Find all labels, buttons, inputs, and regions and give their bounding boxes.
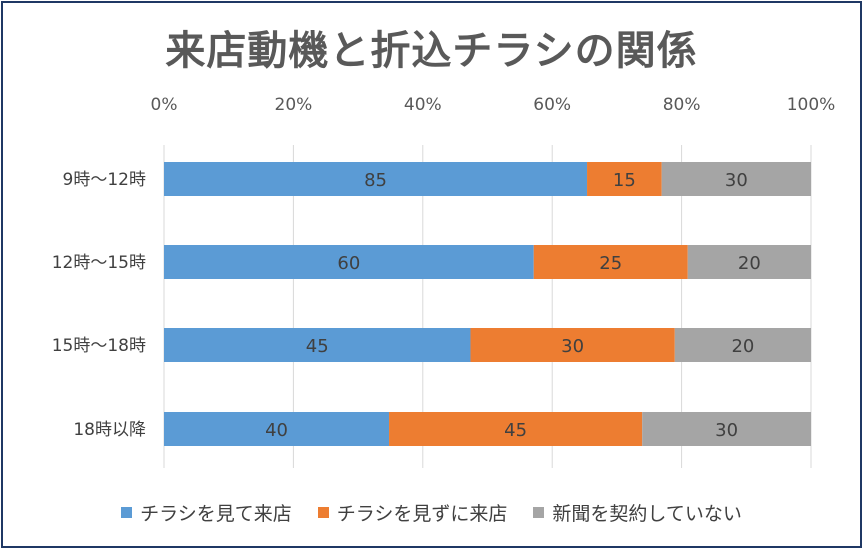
data-label: 30 [715, 420, 738, 441]
data-label: 85 [364, 170, 387, 191]
bar-segment [587, 162, 662, 196]
bar-segment [661, 162, 811, 196]
legend-label: 新聞を契約していない [552, 503, 742, 525]
data-label: 45 [504, 420, 527, 441]
bar-segment [674, 328, 811, 362]
bar-segment [164, 162, 588, 196]
x-tick-label: 60% [533, 95, 571, 115]
data-label: 25 [599, 253, 622, 274]
data-label: 60 [337, 253, 360, 274]
chart-title: 来店動機と折込チラシの関係 [165, 28, 698, 74]
bar-segment [533, 245, 688, 279]
legend-swatch [121, 507, 133, 518]
legend-item: チラシを見て来店 [121, 499, 292, 526]
data-label: 15 [613, 170, 636, 191]
legend: チラシを見て来店 チラシを見ずに来店 新聞を契約していない [0, 499, 863, 526]
x-tick-label: 40% [404, 95, 442, 115]
bar-segment [389, 412, 643, 446]
legend-label: チラシを見ずに来店 [336, 503, 508, 525]
category-label: 9時～12時 [63, 170, 146, 190]
category-label: 15時～18時 [52, 336, 146, 356]
legend-item: チラシを見ずに来店 [317, 499, 508, 526]
bar-segment [164, 245, 534, 279]
bar-segment [642, 412, 811, 446]
x-tick-label: 0% [151, 95, 178, 115]
legend-swatch [317, 507, 329, 518]
legend-label: チラシを見て来店 [140, 503, 292, 525]
data-label: 30 [561, 336, 584, 357]
data-label: 40 [265, 420, 288, 441]
category-label: 18時以降 [73, 420, 146, 440]
bar-segment [164, 328, 471, 362]
x-tick-label: 20% [275, 95, 313, 115]
bar-segment [687, 245, 811, 279]
data-label: 20 [738, 253, 761, 274]
legend-item: 新聞を契約していない [533, 499, 742, 526]
bar-segment [470, 328, 675, 362]
bar-segment [164, 412, 390, 446]
x-tick-label: 80% [663, 95, 701, 115]
x-tick-label: 100% [787, 95, 836, 115]
legend-swatch [533, 507, 545, 518]
category-label: 12時～15時 [52, 253, 146, 273]
data-label: 45 [306, 336, 329, 357]
data-label: 20 [731, 336, 754, 357]
data-label: 30 [725, 170, 748, 191]
